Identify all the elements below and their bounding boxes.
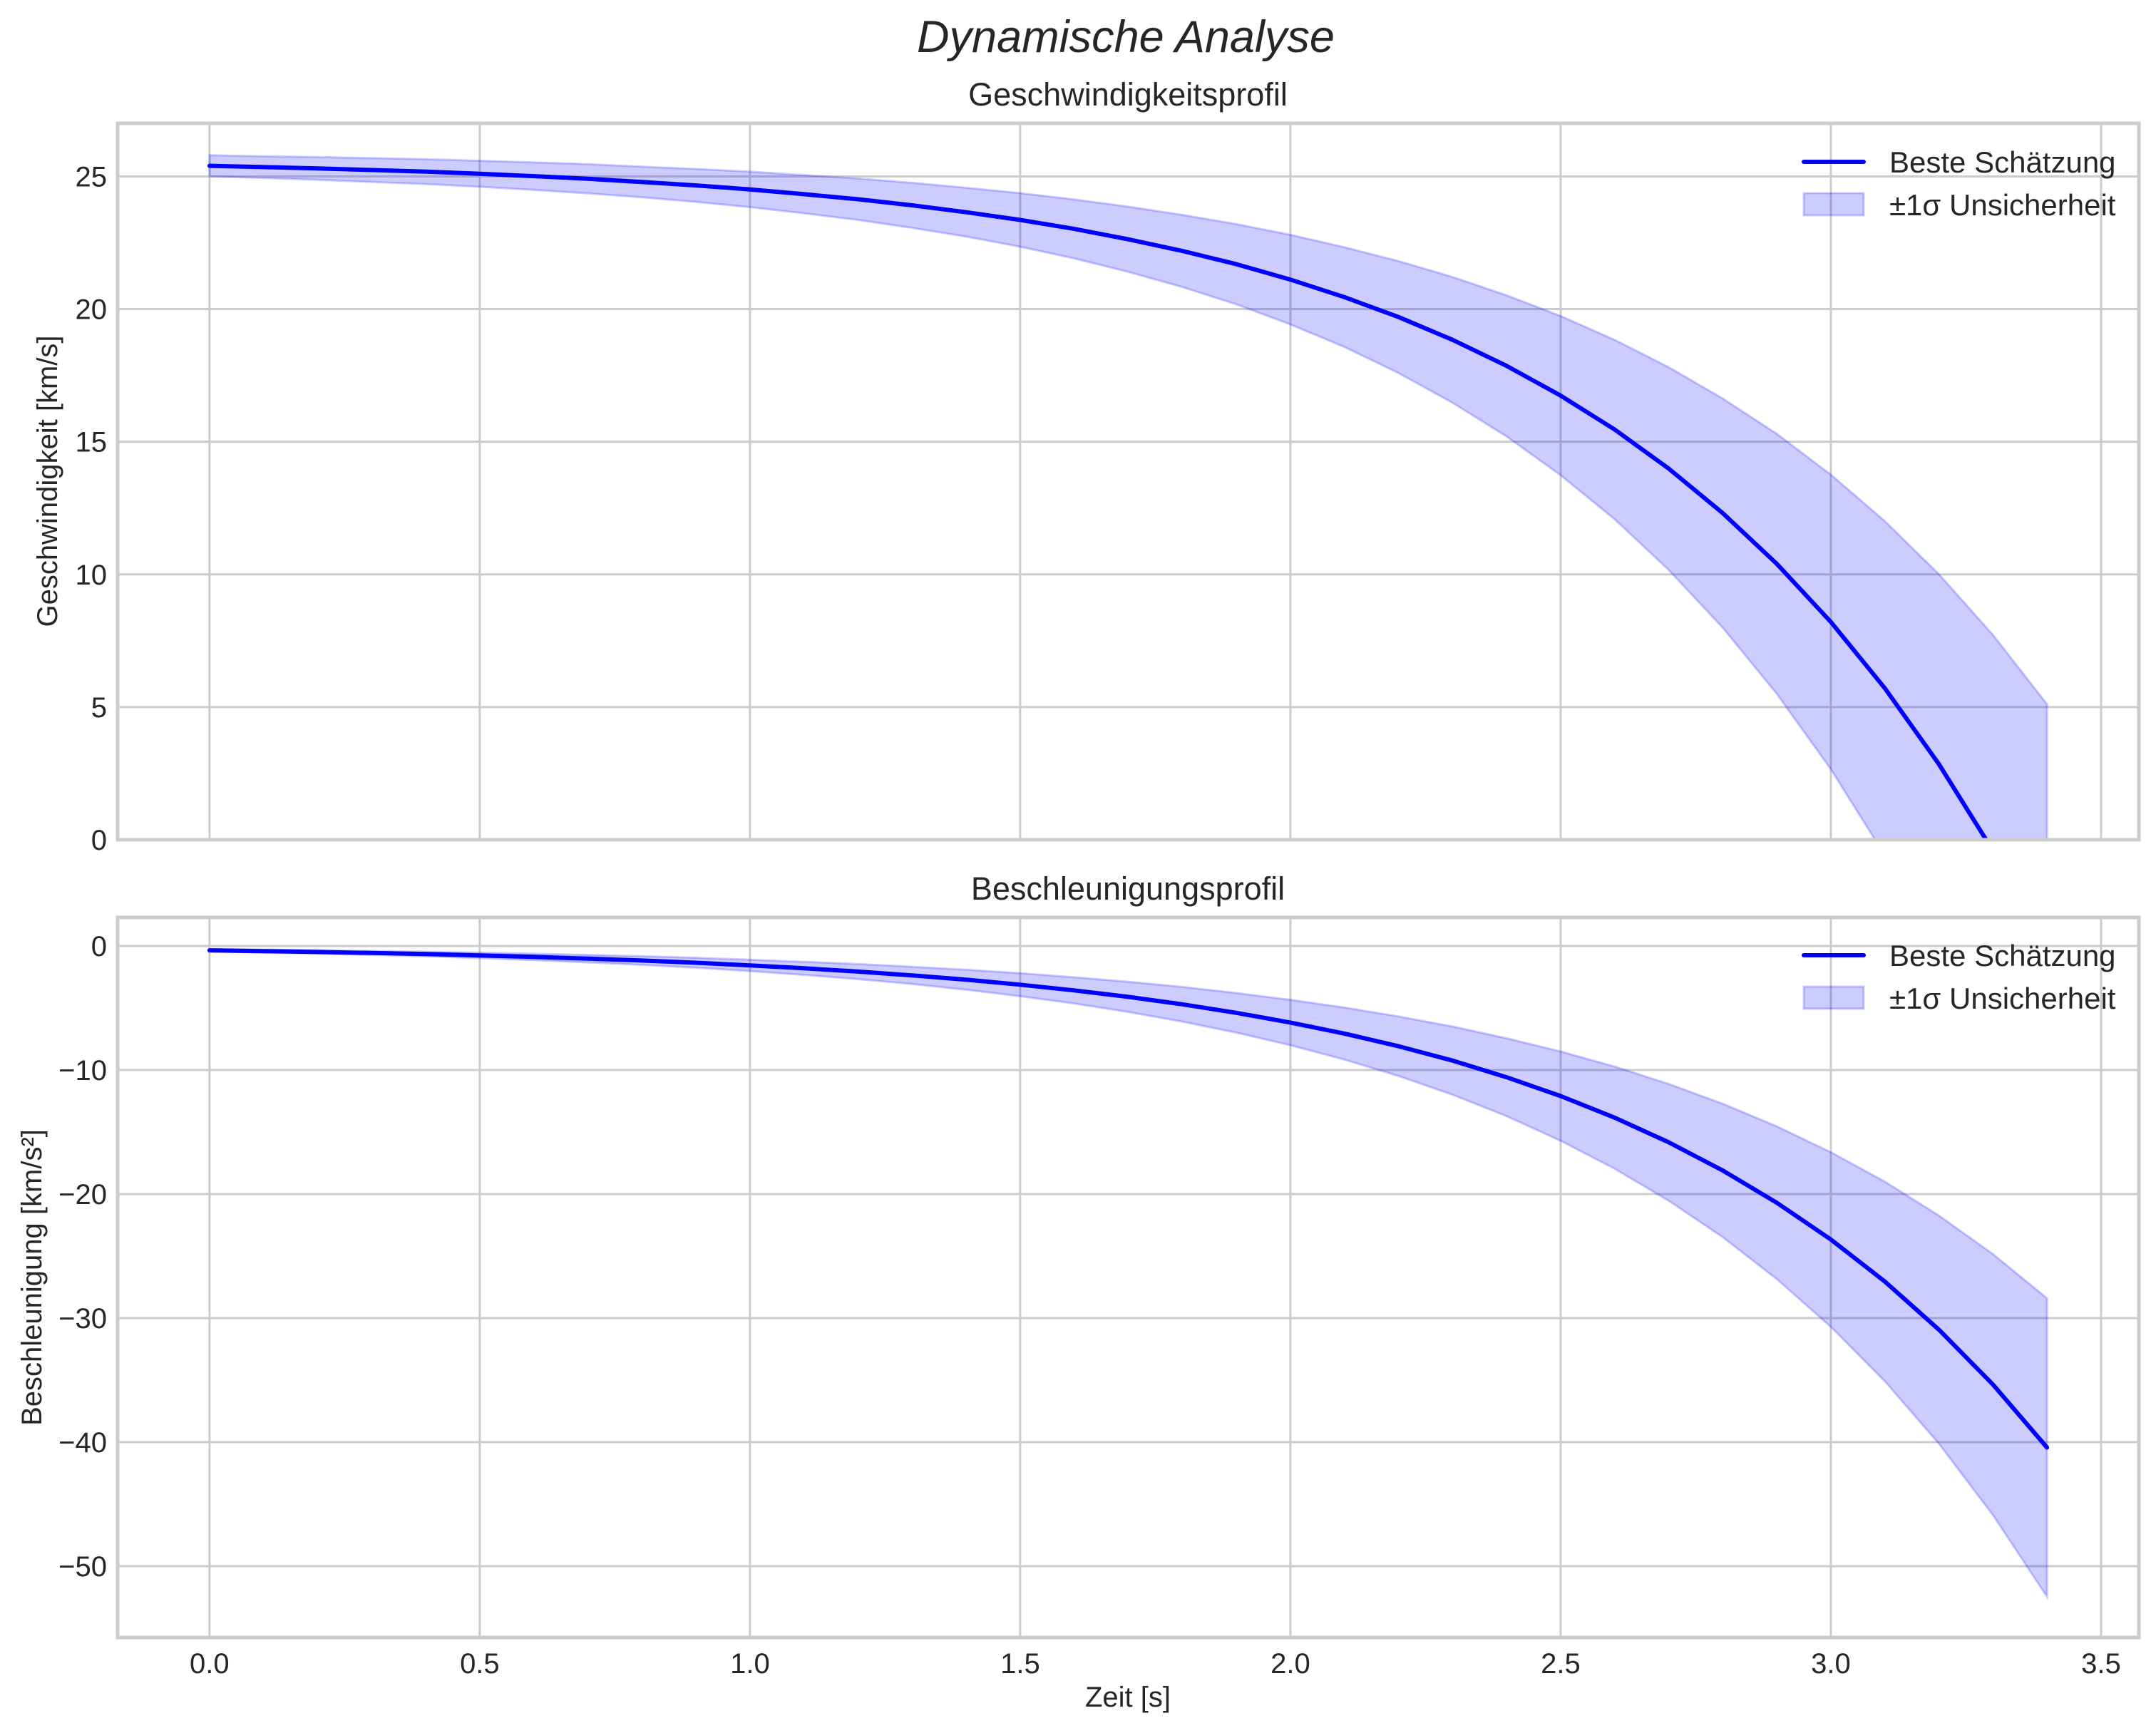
velocity-subplot: Geschwindigkeitsprofil 0 5 10 15 20 25 Geschw… bbox=[32, 76, 2141, 856]
y-tick-label: 20 bbox=[76, 294, 108, 326]
y-tick-label: 15 bbox=[76, 427, 108, 458]
grid bbox=[118, 123, 2139, 841]
x-tick-label: 2.5 bbox=[1541, 1648, 1581, 1680]
y-tick-label: 0 bbox=[91, 825, 107, 856]
legend: Beste Schätzung ±1σ Unsicherheit bbox=[1802, 939, 2116, 1015]
x-tick-label: 2.0 bbox=[1270, 1648, 1310, 1680]
y-tick-label: 10 bbox=[76, 560, 108, 591]
x-tick-label: 3.5 bbox=[2081, 1648, 2121, 1680]
y-tick-label: 5 bbox=[91, 692, 107, 724]
x-tick-label: 1.5 bbox=[1000, 1648, 1040, 1680]
y-tick-labels: 0 5 10 15 20 25 bbox=[76, 161, 108, 856]
legend: Beste Schätzung ±1σ Unsicherheit bbox=[1802, 145, 2116, 222]
best-estimate-line bbox=[207, 163, 1989, 840]
legend-line-label: Beste Schätzung bbox=[1889, 145, 2116, 179]
x-tick-label: 0.0 bbox=[190, 1648, 230, 1680]
x-axis-label: Zeit [s] bbox=[1085, 1682, 1171, 1713]
axes-frame bbox=[115, 121, 2141, 842]
acceleration-subplot-title: Beschleunigungsprofil bbox=[971, 870, 1285, 907]
legend-band-label: ±1σ Unsicherheit bbox=[1889, 982, 2116, 1015]
legend-band-swatch bbox=[1802, 192, 1865, 217]
y-tick-label: 25 bbox=[76, 161, 108, 192]
y-tick-label: −20 bbox=[58, 1179, 107, 1210]
x-tick-label: 0.5 bbox=[460, 1648, 500, 1680]
uncertainty-band bbox=[208, 947, 2048, 1600]
grid bbox=[118, 917, 2139, 1637]
uncertainty-band bbox=[208, 154, 2048, 840]
x-tick-label: 3.0 bbox=[1811, 1648, 1851, 1680]
figure-title: Dynamische Analyse bbox=[917, 12, 1335, 62]
x-tick-label: 1.0 bbox=[730, 1648, 770, 1680]
axes-frame bbox=[115, 915, 2141, 1640]
x-tick-labels: 0.0 0.5 1.0 1.5 2.0 2.5 3.0 3.5 bbox=[190, 1648, 2121, 1680]
velocity-subplot-title: Geschwindigkeitsprofil bbox=[968, 76, 1288, 113]
y-tick-label: −40 bbox=[58, 1427, 107, 1459]
legend-band-label: ±1σ Unsicherheit bbox=[1889, 188, 2116, 222]
y-tick-labels: 0 −10 −20 −30 −40 −50 bbox=[58, 931, 107, 1583]
acceleration-subplot: Beschleunigungsprofil 0 −10 −20 −30 −40 −50 0… bbox=[16, 870, 2141, 1713]
y-tick-label: −30 bbox=[58, 1303, 107, 1334]
y-tick-label: 0 bbox=[91, 931, 107, 962]
y-axis-label: Beschleunigung [km/s²] bbox=[16, 1129, 48, 1426]
legend-band-swatch bbox=[1802, 985, 1865, 1010]
y-tick-label: −50 bbox=[58, 1551, 107, 1583]
best-estimate-line bbox=[207, 948, 2050, 1450]
legend-line-label: Beste Schätzung bbox=[1889, 939, 2116, 972]
y-tick-label: −10 bbox=[58, 1055, 107, 1086]
y-axis-label: Geschwindigkeit [km/s] bbox=[32, 335, 63, 627]
